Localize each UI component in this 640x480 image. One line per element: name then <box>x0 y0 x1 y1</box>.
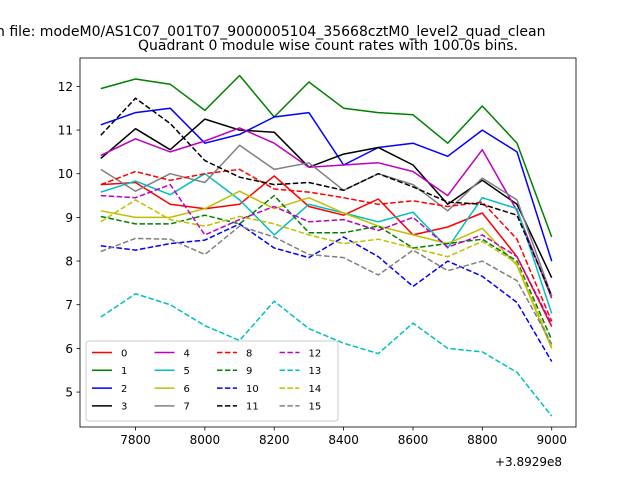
series-line-8 <box>100 168 553 322</box>
chart-title: Quadrant 0 module wise count rates with … <box>138 38 518 54</box>
series-line-9 <box>100 194 553 341</box>
x-tick-label: 9000 <box>536 433 567 447</box>
x-tick-label: 8400 <box>328 433 359 447</box>
y-tick-label: 11 <box>58 124 73 138</box>
legend-box <box>85 340 339 422</box>
legend-label-3: 3 <box>121 402 127 413</box>
x-tick-label: 7800 <box>120 433 151 447</box>
series-line-11 <box>100 97 553 297</box>
legend-label-9: 9 <box>246 366 252 377</box>
legend-label-15: 15 <box>309 402 322 413</box>
legend-label-11: 11 <box>246 402 259 413</box>
series-line-6 <box>100 190 553 349</box>
legend-label-5: 5 <box>184 366 190 377</box>
legend-label-0: 0 <box>121 348 127 359</box>
legend-label-10: 10 <box>246 384 259 395</box>
series-line-13 <box>100 293 553 417</box>
plot-area <box>79 57 577 428</box>
series-line-5 <box>100 172 553 314</box>
x-tick-label: 8800 <box>467 433 498 447</box>
legend-label-14: 14 <box>309 384 322 395</box>
legend-label-12: 12 <box>309 348 322 359</box>
x-offset-label: +3.8929e8 <box>495 455 562 469</box>
series-line-4 <box>100 127 553 299</box>
legend-label-13: 13 <box>309 366 322 377</box>
x-tick-label: 8600 <box>398 433 429 447</box>
series-line-10 <box>100 223 553 362</box>
series-line-14 <box>100 199 553 347</box>
legend-label-7: 7 <box>184 402 190 413</box>
y-tick-label: 9 <box>65 211 73 225</box>
legend-label-1: 1 <box>121 366 127 377</box>
legend-label-2: 2 <box>121 384 127 395</box>
x-tick-label: 8200 <box>259 433 290 447</box>
y-tick-label: 6 <box>65 342 73 356</box>
series-line-12 <box>100 183 553 325</box>
series-line-2 <box>100 107 553 262</box>
series-line-7 <box>100 144 553 297</box>
legend-label-4: 4 <box>184 348 190 359</box>
y-tick-label: 10 <box>58 167 73 181</box>
axes-frame <box>79 57 577 428</box>
y-tick-label: 8 <box>65 255 73 269</box>
series-line-15 <box>100 225 553 345</box>
y-axis: 5 6 7 8 9 10 11 12 <box>58 80 80 400</box>
y-tick-label: 12 <box>58 80 73 94</box>
figure-suptitle: n file: modeM0/AS1C07_001T07_9000005104_… <box>0 24 545 40</box>
series-line-0 <box>100 175 553 327</box>
series-line-1 <box>100 74 553 238</box>
x-axis: 7800 8000 8200 8400 8600 8800 9000 <box>120 427 567 447</box>
y-tick-label: 7 <box>65 298 73 312</box>
y-tick-label: 5 <box>65 386 73 400</box>
legend-label-8: 8 <box>246 348 252 359</box>
x-tick-label: 8000 <box>190 433 221 447</box>
legend-label-6: 6 <box>184 384 190 395</box>
